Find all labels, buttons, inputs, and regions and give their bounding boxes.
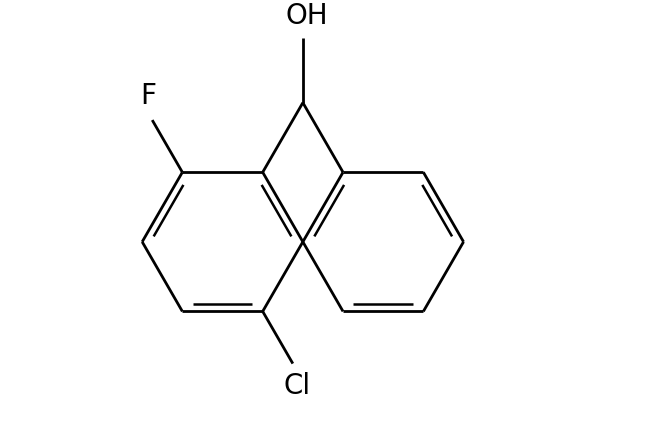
- Text: F: F: [140, 83, 156, 110]
- Text: Cl: Cl: [283, 372, 310, 400]
- Text: OH: OH: [285, 3, 328, 30]
